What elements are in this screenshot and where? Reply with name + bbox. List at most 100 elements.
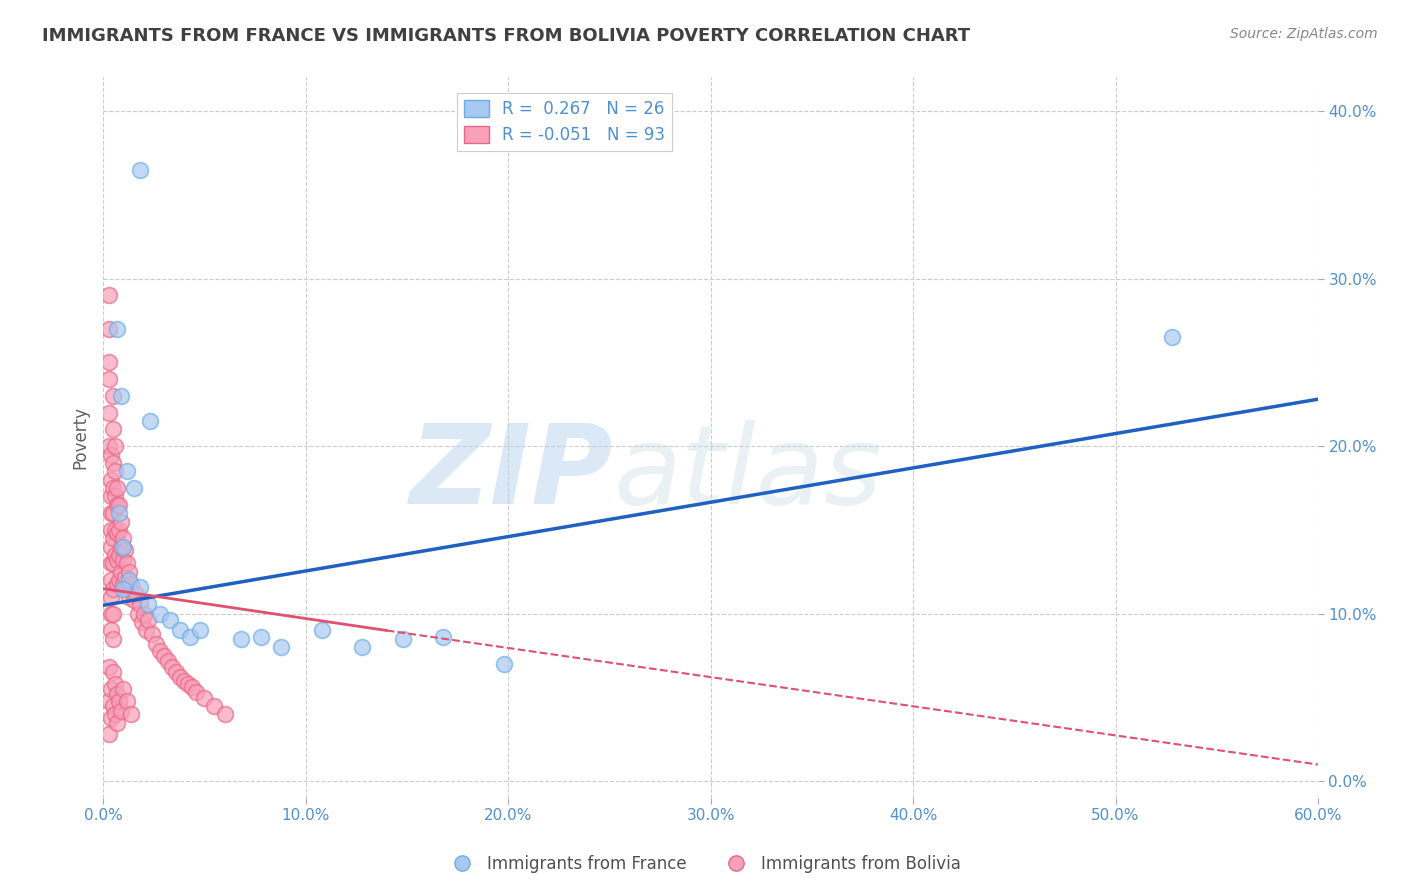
Point bbox=[100, 607, 122, 621]
Point bbox=[108, 523, 131, 537]
Point bbox=[103, 698, 125, 713]
Point bbox=[104, 490, 127, 504]
Point bbox=[98, 322, 121, 336]
Point bbox=[250, 630, 273, 644]
Point bbox=[103, 481, 125, 495]
Point bbox=[122, 593, 145, 607]
Point bbox=[112, 682, 135, 697]
Point bbox=[104, 464, 127, 478]
Point bbox=[110, 515, 132, 529]
Point bbox=[100, 506, 122, 520]
Point bbox=[118, 565, 141, 579]
Point bbox=[100, 490, 122, 504]
Point bbox=[114, 543, 136, 558]
Point bbox=[110, 704, 132, 718]
Point bbox=[229, 632, 252, 646]
Text: ZIP: ZIP bbox=[411, 420, 613, 527]
Point bbox=[186, 685, 208, 699]
Point bbox=[105, 715, 128, 730]
Point bbox=[98, 372, 121, 386]
Point bbox=[98, 355, 121, 369]
Point bbox=[105, 687, 128, 701]
Point bbox=[136, 597, 159, 611]
Point bbox=[121, 576, 143, 591]
Point bbox=[100, 473, 122, 487]
Point bbox=[128, 162, 150, 177]
Point bbox=[131, 615, 153, 629]
Point bbox=[104, 548, 127, 562]
Point bbox=[141, 627, 163, 641]
Point bbox=[492, 657, 515, 671]
Point bbox=[1161, 330, 1184, 344]
Point bbox=[160, 660, 183, 674]
Point bbox=[105, 322, 128, 336]
Point bbox=[153, 648, 176, 663]
Point bbox=[352, 640, 374, 655]
Point bbox=[179, 630, 201, 644]
Point bbox=[114, 570, 136, 584]
Point bbox=[156, 654, 179, 668]
Point bbox=[100, 682, 122, 697]
Point bbox=[105, 526, 128, 541]
Point bbox=[100, 557, 122, 571]
Point bbox=[103, 582, 125, 596]
Legend: R =  0.267   N = 26, R = -0.051   N = 93: R = 0.267 N = 26, R = -0.051 N = 93 bbox=[457, 93, 672, 151]
Point bbox=[98, 694, 121, 708]
Point bbox=[105, 553, 128, 567]
Point bbox=[159, 614, 181, 628]
Point bbox=[103, 607, 125, 621]
Point bbox=[100, 590, 122, 604]
Point bbox=[112, 582, 135, 596]
Point bbox=[110, 565, 132, 579]
Point bbox=[270, 640, 292, 655]
Point bbox=[311, 624, 333, 638]
Point bbox=[145, 637, 167, 651]
Point bbox=[104, 677, 127, 691]
Point bbox=[103, 389, 125, 403]
Point bbox=[98, 727, 121, 741]
Point bbox=[121, 707, 143, 722]
Point bbox=[128, 597, 150, 611]
Point bbox=[117, 694, 139, 708]
Point bbox=[98, 406, 121, 420]
Point bbox=[127, 607, 149, 621]
Point bbox=[108, 694, 131, 708]
Point bbox=[103, 506, 125, 520]
Point bbox=[117, 464, 139, 478]
Point bbox=[122, 481, 145, 495]
Point bbox=[391, 632, 413, 646]
Point bbox=[112, 576, 135, 591]
Point bbox=[98, 660, 121, 674]
Point bbox=[110, 389, 132, 403]
Point bbox=[103, 456, 125, 470]
Point bbox=[214, 707, 236, 722]
Point bbox=[104, 523, 127, 537]
Point bbox=[100, 540, 122, 554]
Point bbox=[169, 670, 191, 684]
Point bbox=[181, 681, 204, 695]
Point bbox=[100, 448, 122, 462]
Text: IMMIGRANTS FROM FRANCE VS IMMIGRANTS FROM BOLIVIA POVERTY CORRELATION CHART: IMMIGRANTS FROM FRANCE VS IMMIGRANTS FRO… bbox=[42, 27, 970, 45]
Point bbox=[204, 698, 226, 713]
Point bbox=[124, 586, 146, 600]
Point bbox=[136, 614, 159, 628]
Y-axis label: Poverty: Poverty bbox=[72, 406, 89, 469]
Point bbox=[117, 582, 139, 596]
Point bbox=[108, 506, 131, 520]
Point bbox=[105, 481, 128, 495]
Point bbox=[188, 624, 211, 638]
Legend: Immigrants from France, Immigrants from Bolivia: Immigrants from France, Immigrants from … bbox=[439, 848, 967, 880]
Point bbox=[173, 673, 195, 688]
Point bbox=[103, 665, 125, 680]
Point bbox=[103, 632, 125, 646]
Point bbox=[103, 557, 125, 571]
Point bbox=[100, 523, 122, 537]
Point bbox=[112, 540, 135, 554]
Point bbox=[100, 711, 122, 725]
Point bbox=[118, 573, 141, 587]
Point bbox=[117, 557, 139, 571]
Point bbox=[98, 288, 121, 302]
Point bbox=[177, 677, 200, 691]
Point bbox=[149, 607, 172, 621]
Point bbox=[108, 548, 131, 562]
